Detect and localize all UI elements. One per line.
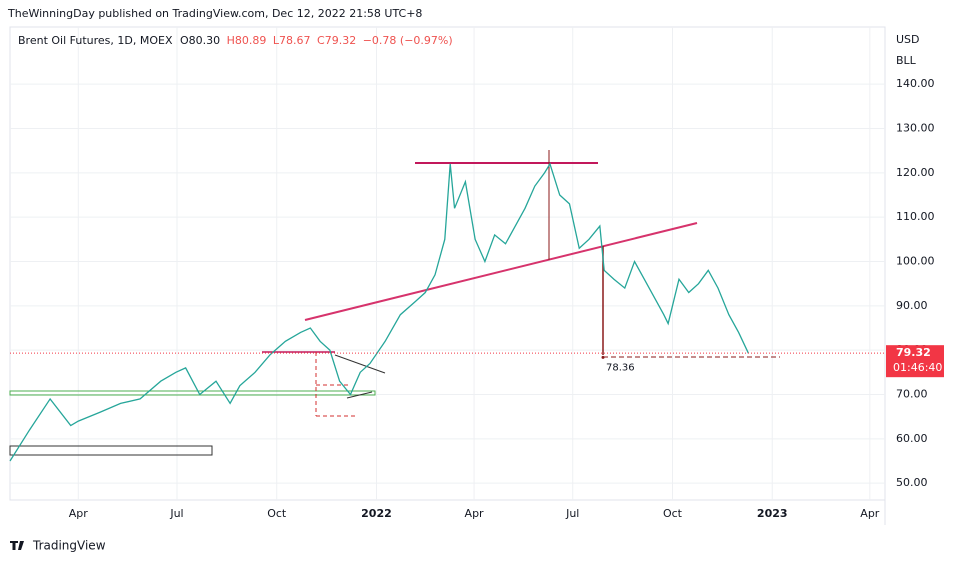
brand: TradingView bbox=[10, 539, 106, 553]
support-zone bbox=[9, 390, 376, 396]
annotation-point bbox=[601, 355, 605, 359]
x-tick-label: 2023 bbox=[757, 507, 788, 520]
y-tick-label: 120.00 bbox=[896, 166, 935, 179]
y-tick-label: 140.00 bbox=[896, 77, 935, 90]
y-tick-label: 70.00 bbox=[896, 387, 928, 400]
y-tick-label: 110.00 bbox=[896, 210, 935, 223]
chart-title: Brent Oil Futures, 1D, MOEX bbox=[18, 34, 173, 47]
y-tick-label: 60.00 bbox=[896, 432, 928, 445]
x-tick-label: Jul bbox=[565, 507, 579, 520]
brand-logo bbox=[10, 541, 24, 550]
y-tick-label: 50.00 bbox=[896, 476, 928, 489]
x-tick-label: Jul bbox=[169, 507, 183, 520]
publisher: TheWinningDay published on TradingView.c… bbox=[7, 7, 422, 20]
wedge-line bbox=[334, 354, 386, 374]
ohlc-low: L78.67 bbox=[273, 34, 311, 47]
x-tick-label: 2022 bbox=[361, 507, 392, 520]
x-tick-label: Oct bbox=[267, 507, 287, 520]
countdown: 01:46:40 bbox=[893, 361, 942, 374]
ohlc-change: −0.78 (−0.97%) bbox=[363, 34, 453, 47]
unit: BLL bbox=[896, 54, 917, 67]
price-line bbox=[9, 162, 749, 462]
ohlc-legend: O80.30 H80.89 L78.67 C79.32 −0.78 (−0.97… bbox=[180, 34, 453, 47]
drawings bbox=[9, 150, 780, 456]
neckline bbox=[304, 222, 698, 321]
annotation-label: 78.36 bbox=[606, 362, 635, 373]
x-tick-label: Apr bbox=[465, 507, 485, 520]
ohlc-high: H80.89 bbox=[227, 34, 267, 47]
last-price-badge bbox=[886, 345, 944, 378]
plot bbox=[9, 162, 885, 462]
y-tick-label: 90.00 bbox=[896, 299, 928, 312]
grid bbox=[10, 27, 885, 500]
last-price-label: 79.32 bbox=[896, 346, 931, 359]
ohlc-close: C79.32 bbox=[317, 34, 356, 47]
currency: USD bbox=[896, 33, 920, 46]
y-tick-label: 100.00 bbox=[896, 255, 935, 268]
y-tick-label: 130.00 bbox=[896, 122, 935, 135]
x-tick-label: Apr bbox=[860, 507, 880, 520]
chart-pane bbox=[9, 26, 886, 501]
box-drawing bbox=[9, 445, 213, 456]
x-tick-label: Oct bbox=[663, 507, 683, 520]
wedge-line bbox=[346, 391, 373, 399]
brand-name: TradingView bbox=[32, 539, 106, 553]
ohlc-open: O80.30 bbox=[180, 34, 220, 47]
x-tick-label: Apr bbox=[69, 507, 89, 520]
